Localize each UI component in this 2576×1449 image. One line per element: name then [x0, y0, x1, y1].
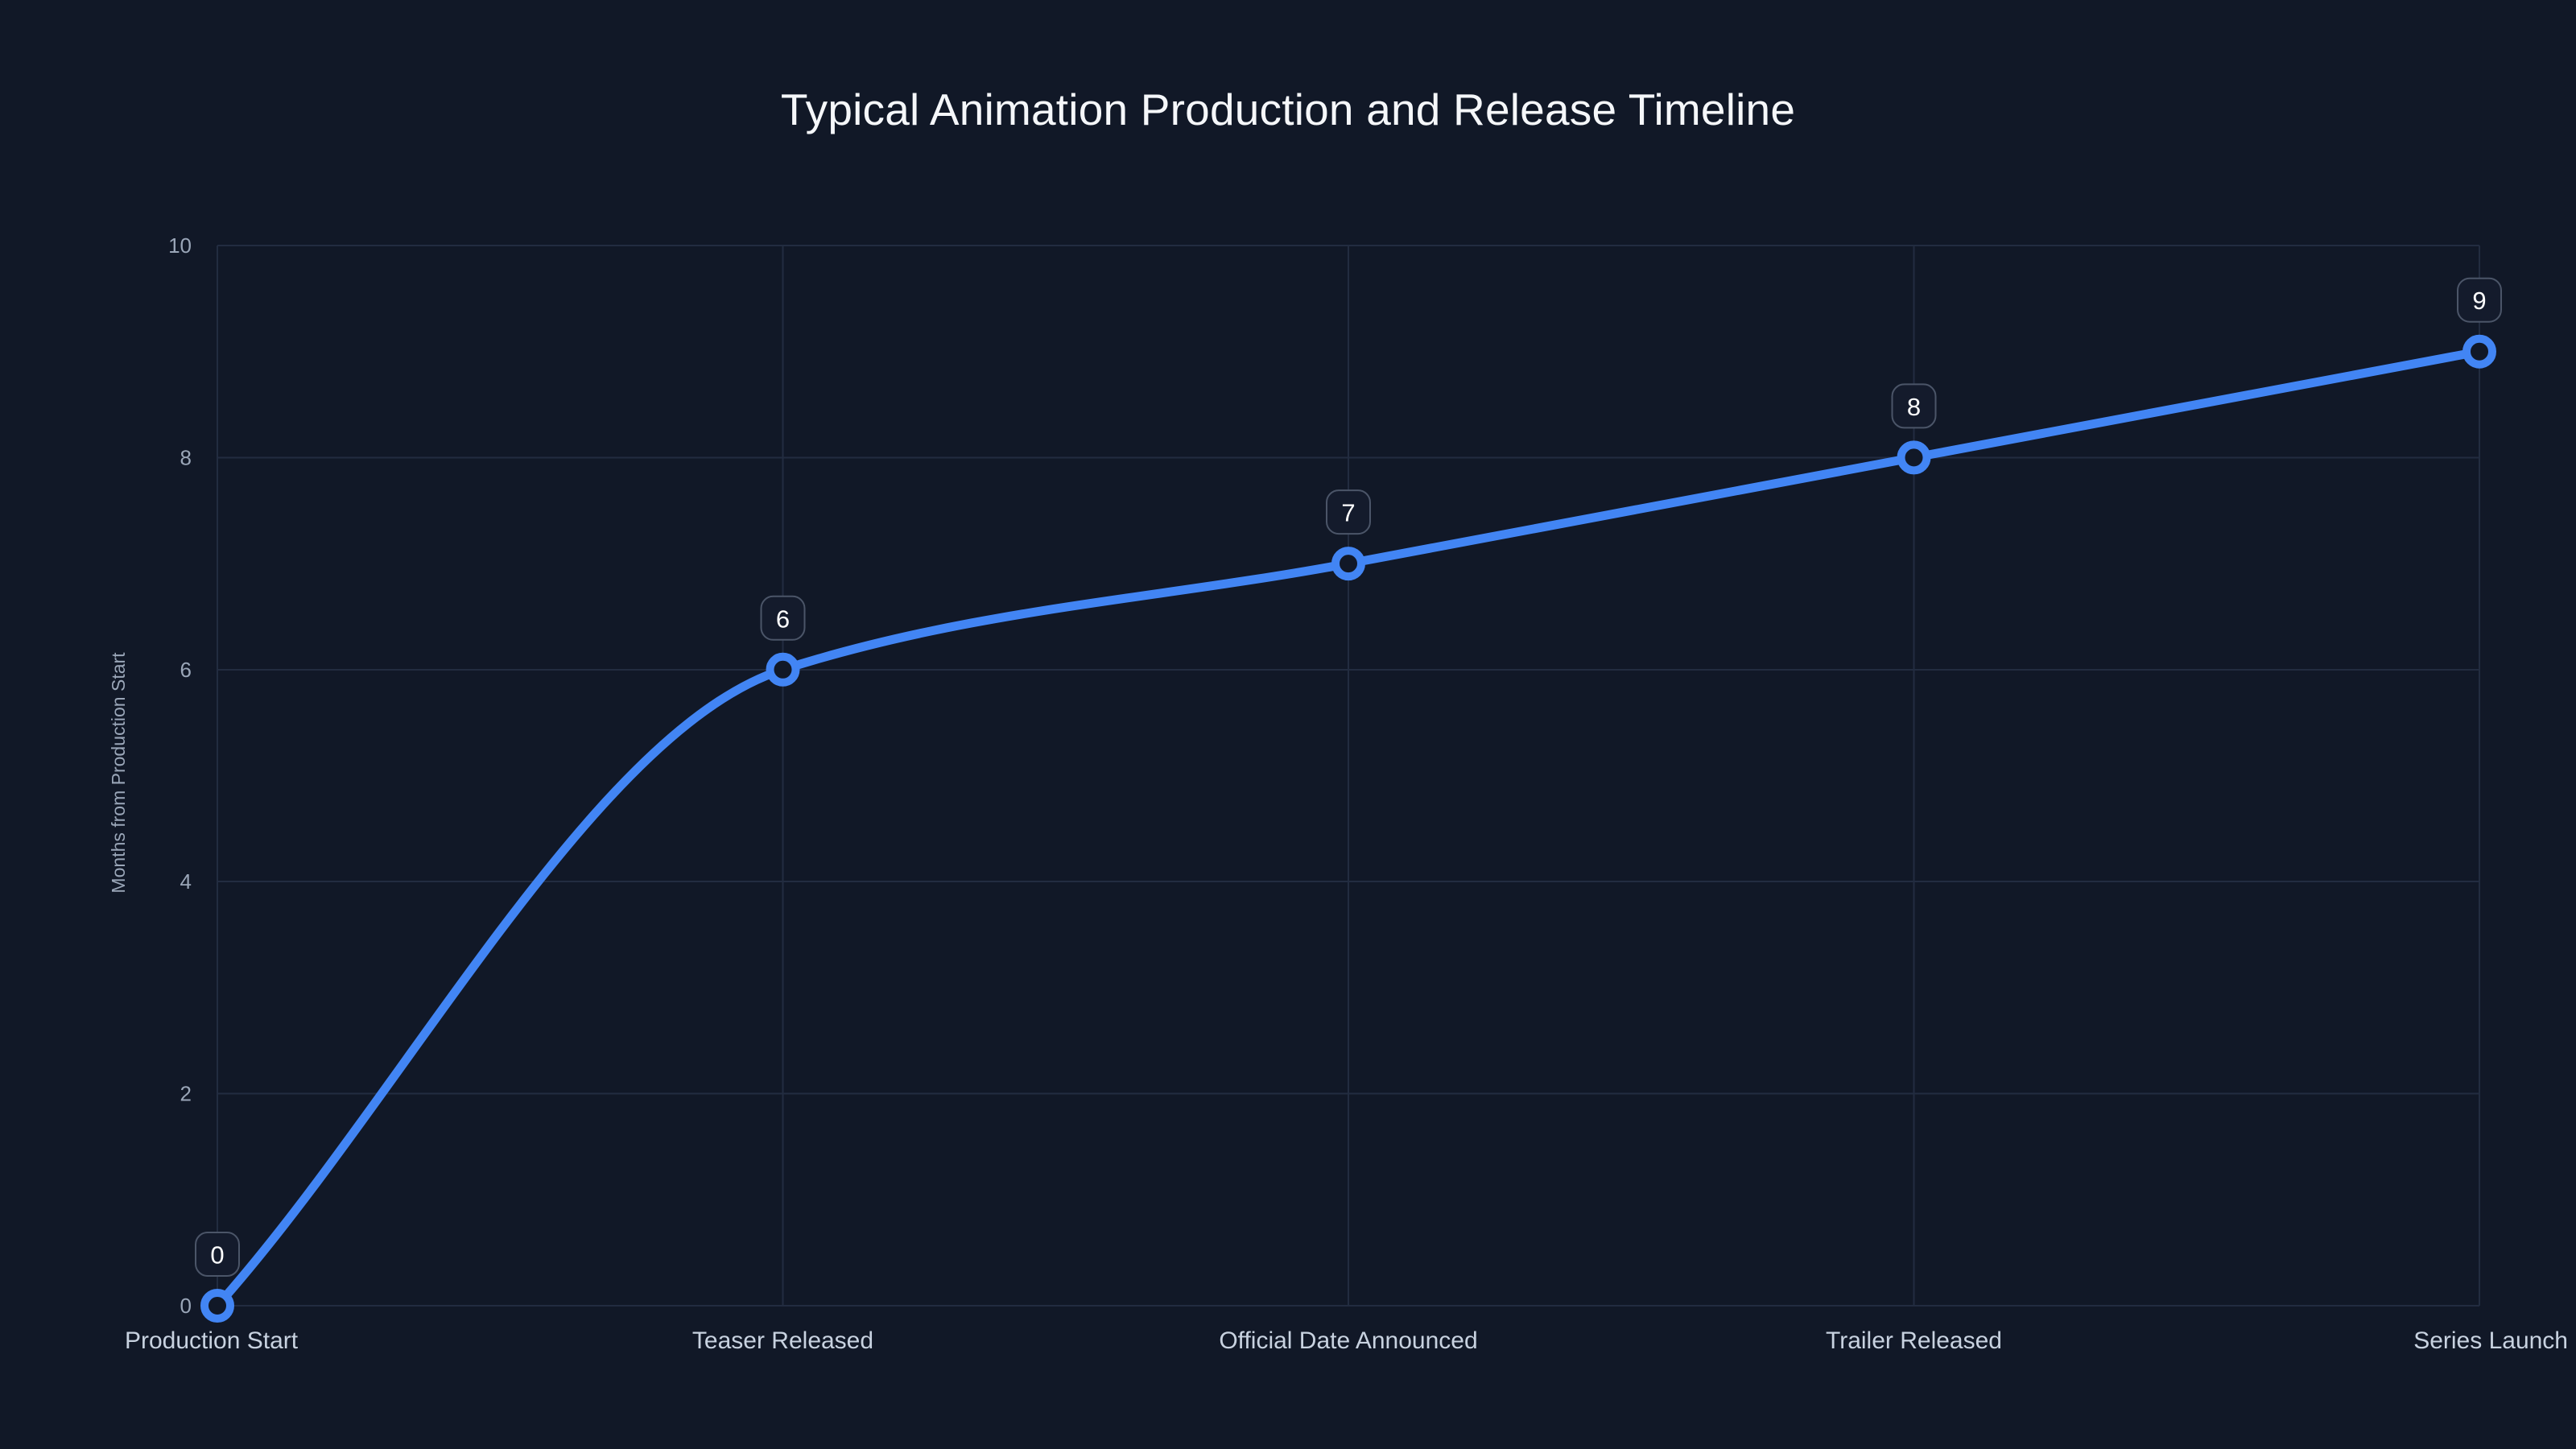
y-axis-tick-label: 6	[180, 658, 192, 682]
chart-title: Typical Animation Production and Release…	[780, 85, 1796, 134]
series-line-months-from-production-start	[213, 347, 2484, 1311]
data-point-marker[interactable]	[1331, 547, 1365, 581]
data-point-marker[interactable]	[200, 1289, 234, 1323]
badge-value-label: 7	[1341, 499, 1355, 527]
badge-background	[1891, 383, 1937, 429]
vertical-gridlines	[217, 246, 2480, 1306]
badge-background	[195, 1232, 240, 1277]
y-axis-tick-label: 10	[168, 233, 192, 258]
y-axis-tick-label: 0	[180, 1294, 192, 1318]
data-point-value-badge: 6	[760, 595, 806, 641]
y-axis-title: Months from Production Start	[108, 652, 129, 894]
x-axis-tick-label: Teaser Released	[692, 1327, 873, 1354]
badge-background	[1326, 489, 1371, 535]
data-point-marker[interactable]	[1897, 440, 1931, 475]
y-axis-tick-label: 4	[180, 869, 192, 894]
data-point-value-badge: 7	[1326, 489, 1371, 535]
data-point-marker[interactable]	[2462, 334, 2496, 369]
x-axis-tick-label: Official Date Announced	[1219, 1327, 1477, 1354]
y-axis-tick-labels: 0 2 4 6 8 10	[168, 233, 192, 1318]
badge-value-label: 9	[2472, 287, 2486, 315]
data-point-markers	[200, 334, 2496, 1323]
badge-value-label: 6	[776, 605, 790, 633]
data-point-marker[interactable]	[766, 652, 800, 687]
x-axis-tick-label: Production Start	[125, 1327, 299, 1354]
badge-background	[2457, 277, 2502, 323]
badge-value-label: 8	[1907, 393, 1921, 421]
y-axis-tick-label: 2	[180, 1082, 192, 1106]
data-point-value-badge: 9	[2457, 277, 2502, 323]
x-axis-tick-label: Series Launch	[2413, 1327, 2568, 1354]
data-point-value-badge: 8	[1891, 383, 1937, 429]
x-axis-tick-labels: Production Start Teaser Released Official …	[125, 1327, 2568, 1354]
badge-background	[760, 595, 806, 641]
data-point-value-badges: 0 6 7 8 9	[195, 277, 2502, 1277]
y-axis-tick-label: 8	[180, 445, 192, 469]
x-axis-tick-label: Trailer Released	[1826, 1327, 2002, 1354]
badge-value-label: 0	[210, 1241, 224, 1269]
data-point-value-badge: 0	[195, 1232, 240, 1277]
